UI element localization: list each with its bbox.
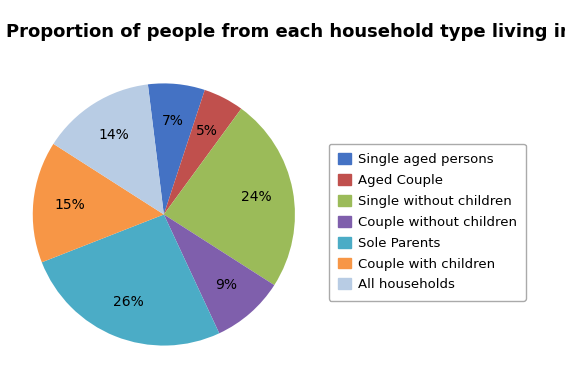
Text: 9%: 9%: [215, 278, 237, 293]
Wedge shape: [164, 109, 295, 285]
Text: 26%: 26%: [114, 295, 144, 309]
Wedge shape: [54, 84, 164, 214]
Text: 5%: 5%: [196, 124, 218, 137]
Text: 15%: 15%: [55, 198, 85, 212]
Text: 14%: 14%: [98, 128, 129, 142]
Wedge shape: [164, 214, 274, 333]
Wedge shape: [148, 83, 205, 214]
Wedge shape: [33, 144, 164, 262]
Text: 7%: 7%: [162, 113, 184, 128]
Legend: Single aged persons, Aged Couple, Single without children, Couple without childr: Single aged persons, Aged Couple, Single…: [329, 144, 526, 301]
Wedge shape: [164, 90, 241, 214]
Wedge shape: [42, 214, 219, 345]
Text: 24%: 24%: [241, 190, 272, 204]
Text: Proportion of people from each household type living in proverty: Proportion of people from each household…: [6, 23, 565, 41]
